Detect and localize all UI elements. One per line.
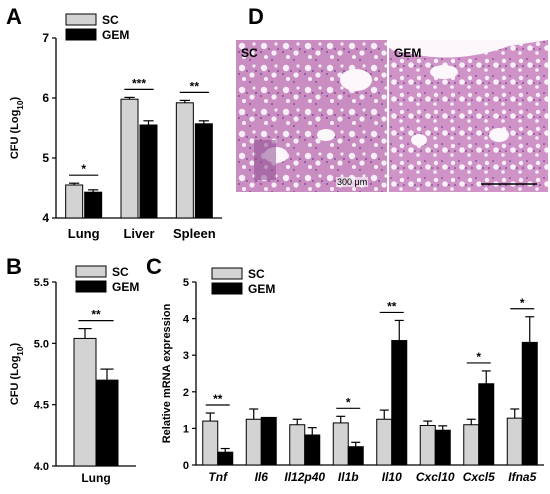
significance-label: *** (132, 76, 146, 90)
legend-label-gem: GEM (112, 280, 139, 294)
y-tick-label: 5.0 (34, 338, 49, 350)
y-tick-label: 4.0 (34, 461, 49, 473)
y-tick-label: 4 (183, 314, 190, 326)
panel-letter-d: D (248, 4, 264, 29)
significance-label: ** (91, 308, 101, 322)
legend-label-gem: GEM (102, 28, 129, 42)
y-tick-label: 3 (183, 350, 189, 362)
x-tick-label: Liver (123, 226, 154, 241)
legend-swatch-sc (211, 267, 243, 280)
bar-sc-il1b (332, 422, 349, 466)
x-tick-label: Tnf (208, 470, 228, 484)
significance-label: * (520, 296, 525, 310)
legend-swatch-gem (211, 282, 243, 295)
bar-sc-liver (120, 98, 139, 219)
legend-swatch-gem (75, 280, 107, 293)
scale-bar-label: 300 μm (336, 177, 369, 187)
bar-sc-lung (73, 337, 97, 467)
histology-label-sc: SC (241, 46, 258, 60)
bar-sc-lung (65, 184, 84, 219)
significance-label: * (81, 162, 86, 176)
bar-sc-il10 (376, 418, 393, 466)
y-tick-label: 4 (42, 211, 49, 225)
legend-swatch-gem (65, 28, 97, 41)
bar-gem-ifna5 (521, 341, 538, 466)
tissue-texture-sc (236, 40, 387, 192)
y-tick-label: 5 (183, 277, 189, 289)
legend-swatch-sc (75, 265, 107, 278)
histology-panel: SC 300 μm GEM (236, 40, 548, 192)
bar-gem-cxcl10 (434, 429, 451, 466)
bar-gem-spleen (194, 123, 213, 219)
histology-image-gem: GEM (389, 40, 548, 192)
significance-label: ** (190, 79, 200, 93)
x-tick-label: Spleen (173, 226, 216, 241)
bar-sc-il6 (245, 418, 262, 466)
bar-sc-cxcl5 (463, 424, 480, 466)
bar-gem-il12p40 (304, 434, 321, 466)
bar-gem-liver (139, 124, 158, 219)
bar-sc-spleen (175, 102, 194, 219)
legend-label-gem: GEM (248, 282, 275, 296)
tissue-texture-gem (389, 40, 548, 192)
y-tick-label: 0 (183, 460, 189, 472)
x-tick-label: Il12p40 (284, 470, 325, 484)
bar-sc-cxcl10 (419, 424, 436, 466)
y-tick-label: 4.5 (34, 400, 49, 412)
x-tick-label: Il1b (338, 470, 359, 484)
legend-swatch-sc (65, 13, 97, 26)
bar-sc-tnf (202, 420, 219, 466)
legend-label-sc: SC (248, 267, 265, 281)
bar-gem-cxcl5 (478, 383, 495, 466)
chart-a: 4 5 6 7 CFU (Log10) Lung * Liver *** Spleen ** SCGE… (9, 13, 222, 241)
bar-gem-lung (95, 379, 119, 467)
x-tick-label: Cxcl5 (463, 470, 495, 484)
significance-label: ** (213, 392, 223, 406)
panel-letter-c: C (146, 254, 162, 279)
bar-sc-il12p40 (289, 424, 306, 466)
significance-label: * (346, 395, 351, 409)
y-axis-label: CFU (Log10) (9, 97, 25, 160)
panel-letter-a: A (6, 4, 22, 29)
bar-gem-il1b (347, 446, 364, 466)
histology-image-sc: SC 300 μm (236, 40, 387, 192)
legend-label-sc: SC (102, 13, 119, 27)
y-tick-label: 7 (42, 31, 49, 45)
x-tick-label: Cxcl10 (416, 470, 455, 484)
y-axis-label: CFU (Log10) (9, 343, 25, 406)
x-tick-label: Lung (68, 226, 100, 241)
x-tick-label: Lung (81, 471, 110, 485)
bar-gem-lung (84, 191, 103, 219)
y-tick-label: 5 (42, 151, 49, 165)
bar-gem-il6 (260, 416, 277, 466)
bar-sc-ifna5 (506, 417, 523, 466)
y-tick-label: 2 (183, 387, 189, 399)
significance-label: ** (387, 299, 397, 313)
y-tick-label: 1 (183, 423, 189, 435)
y-tick-label: 5.5 (34, 277, 49, 289)
bar-gem-tnf (217, 451, 234, 466)
y-tick-label: 6 (42, 91, 49, 105)
legend-label-sc: SC (112, 265, 129, 279)
bar-gem-il10 (391, 340, 408, 466)
histology-label-gem: GEM (394, 46, 422, 60)
x-tick-label: Il10 (382, 470, 402, 484)
x-tick-label: Ifna5 (508, 470, 536, 484)
significance-label: * (476, 350, 481, 364)
x-tick-label: Il6 (255, 470, 269, 484)
panel-letter-b: B (6, 254, 22, 279)
y-axis-label: Relative mRNA expression (161, 303, 173, 443)
